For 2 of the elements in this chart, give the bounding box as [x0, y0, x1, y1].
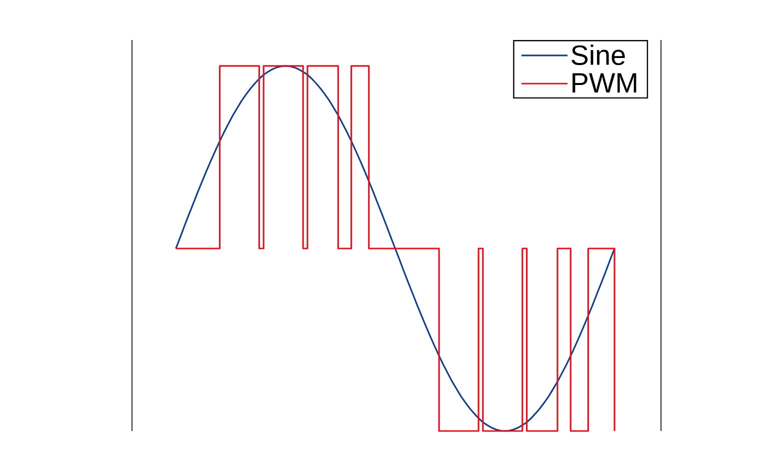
legend-label: PWM: [572, 73, 636, 92]
legend-label: Sine: [572, 44, 625, 66]
